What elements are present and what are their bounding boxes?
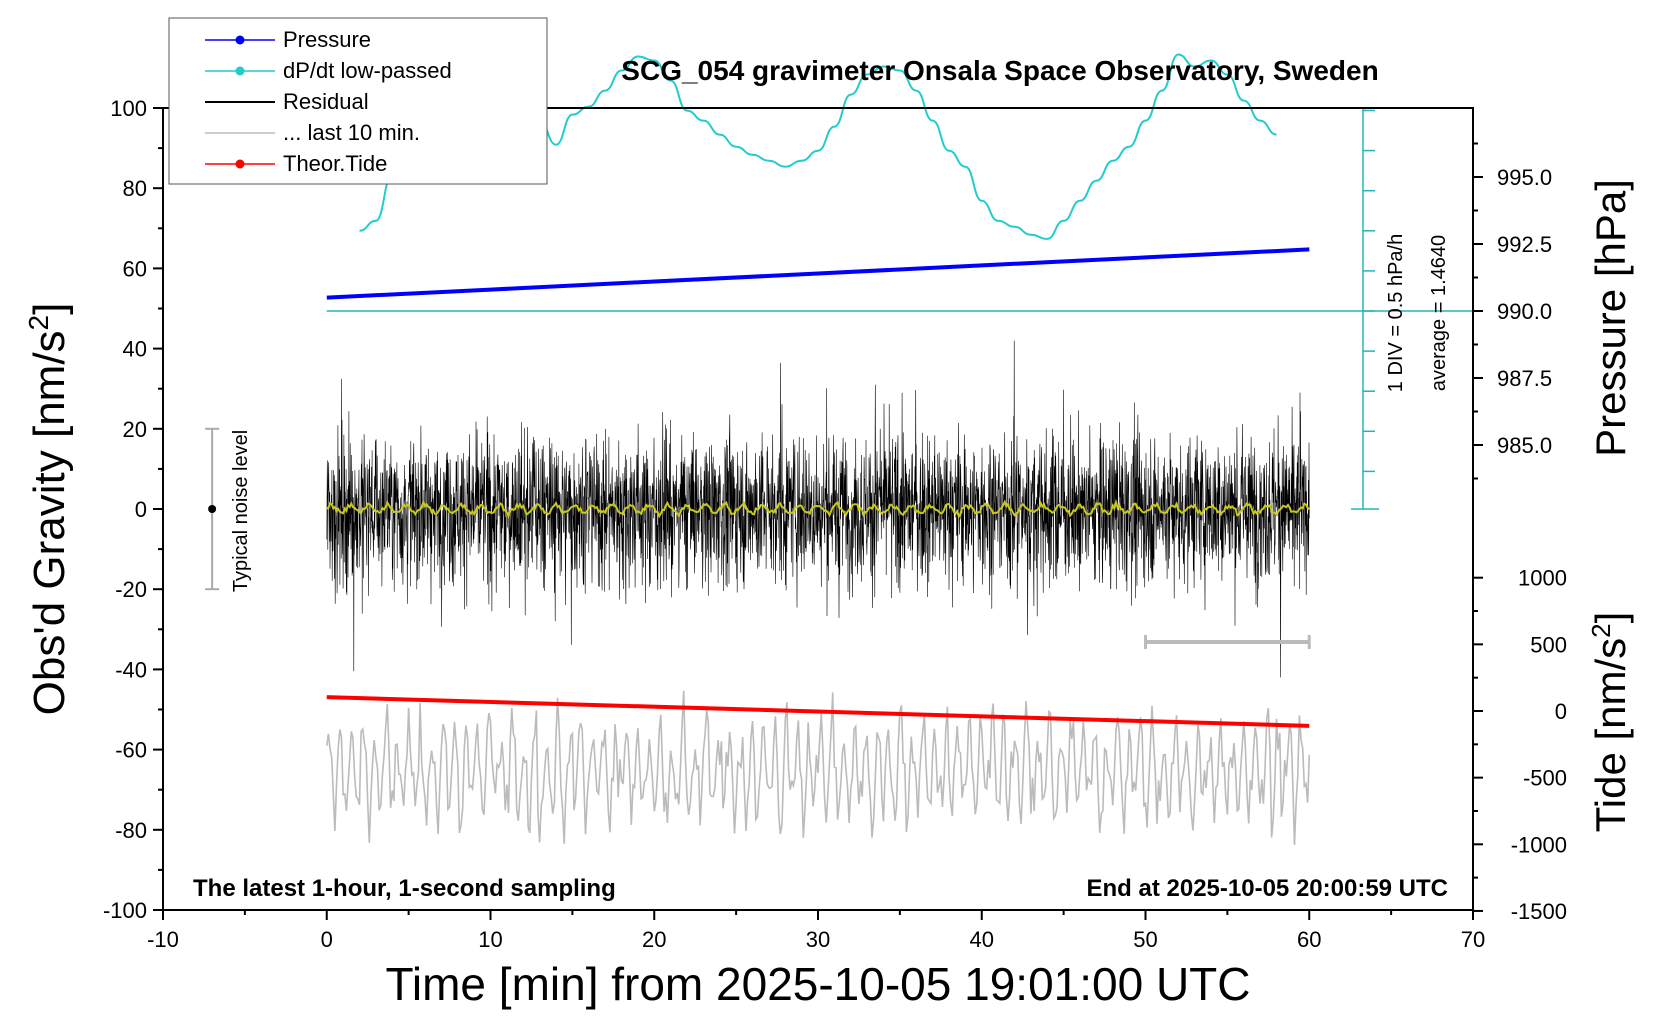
y-tick-label: 60: [123, 256, 147, 281]
x-tick-label: 10: [478, 927, 502, 952]
pressure-line: [326, 247, 1310, 300]
pressure-scale-label: 1 DIV = 0.5 hPa/h: [1385, 234, 1407, 392]
annotation-left: The latest 1-hour, 1-second sampling: [193, 875, 616, 902]
y-tick-label: -100: [103, 898, 147, 923]
x-tick-label: 40: [970, 927, 994, 952]
y-tick-label: -60: [115, 738, 147, 763]
y-axis-title-left: Obs'd Gravity [nm/s2]: [23, 303, 74, 716]
y-tick-label: -80: [115, 818, 147, 843]
y-tick-label: 40: [123, 337, 147, 362]
legend-label: ... last 10 min.: [283, 120, 420, 145]
tide-tick-label: 1000: [1518, 566, 1567, 591]
residual-lowpass-line: [326, 498, 1310, 520]
x-tick-label: 0: [321, 927, 333, 952]
pressure-tick-label: 990.0: [1497, 299, 1552, 324]
x-tick-label: 60: [1297, 927, 1321, 952]
pressure-tick-label: 992.5: [1497, 232, 1552, 257]
tide-tick-label: -1000: [1511, 832, 1567, 857]
noise-level-center: [208, 505, 217, 513]
annotation-right: End at 2025-10-05 20:00:59 UTC: [1087, 875, 1449, 902]
y-tick-label: 20: [123, 417, 147, 442]
legend-marker: [235, 35, 245, 45]
tide-tick-label: -1500: [1511, 899, 1567, 924]
pressure-tick-label: 985.0: [1497, 433, 1552, 458]
last-10-min-line: [326, 690, 1311, 846]
tide-tick-label: -500: [1523, 766, 1567, 791]
y-axis-title-pressure: Pressure [hPa]: [1587, 179, 1634, 457]
x-tick-label: -10: [147, 927, 179, 952]
y-tick-label: -20: [115, 577, 147, 602]
y-tick-label: -40: [115, 657, 147, 682]
legend-label: Theor.Tide: [283, 151, 387, 176]
pressure-tick-label: 995.0: [1497, 165, 1552, 190]
x-tick-label: 30: [806, 927, 830, 952]
x-tick-label: 70: [1461, 927, 1485, 952]
y-tick-label: 0: [135, 497, 147, 522]
y-axis-title-tide: Tide [nm/s2]: [1586, 612, 1634, 833]
x-axis-title: Time [min] from 2025-10-05 19:01:00 UTC: [386, 958, 1251, 1010]
residual-line: [326, 340, 1310, 678]
average-label: average = 1.4640: [1428, 235, 1450, 391]
noise-level-label: Typical noise level: [230, 430, 252, 592]
legend-marker: [235, 66, 245, 76]
axes: -10 0 10 20 30 40 50 60 70100806040200-20-40-60-…: [103, 96, 1567, 952]
legend: Pressure dP/dt low-passed Residual ... last…: [168, 17, 548, 185]
theor-tide-line: [326, 695, 1310, 728]
legend-label: dP/dt low-passed: [283, 58, 452, 83]
tide-tick-label: 500: [1530, 632, 1567, 657]
y-tick-label: 100: [110, 96, 147, 121]
pressure-tick-label: 987.5: [1497, 366, 1552, 391]
tide-tick-label: 0: [1555, 699, 1567, 724]
x-tick-label: 20: [642, 927, 666, 952]
legend-marker: [235, 159, 245, 169]
legend-label: Residual: [283, 89, 369, 114]
y-tick-label: 80: [123, 176, 147, 201]
legend-label: Pressure: [283, 27, 371, 52]
x-tick-label: 50: [1133, 927, 1157, 952]
chart-title: SCG_054 gravimeter Onsala Space Observat…: [621, 55, 1378, 86]
